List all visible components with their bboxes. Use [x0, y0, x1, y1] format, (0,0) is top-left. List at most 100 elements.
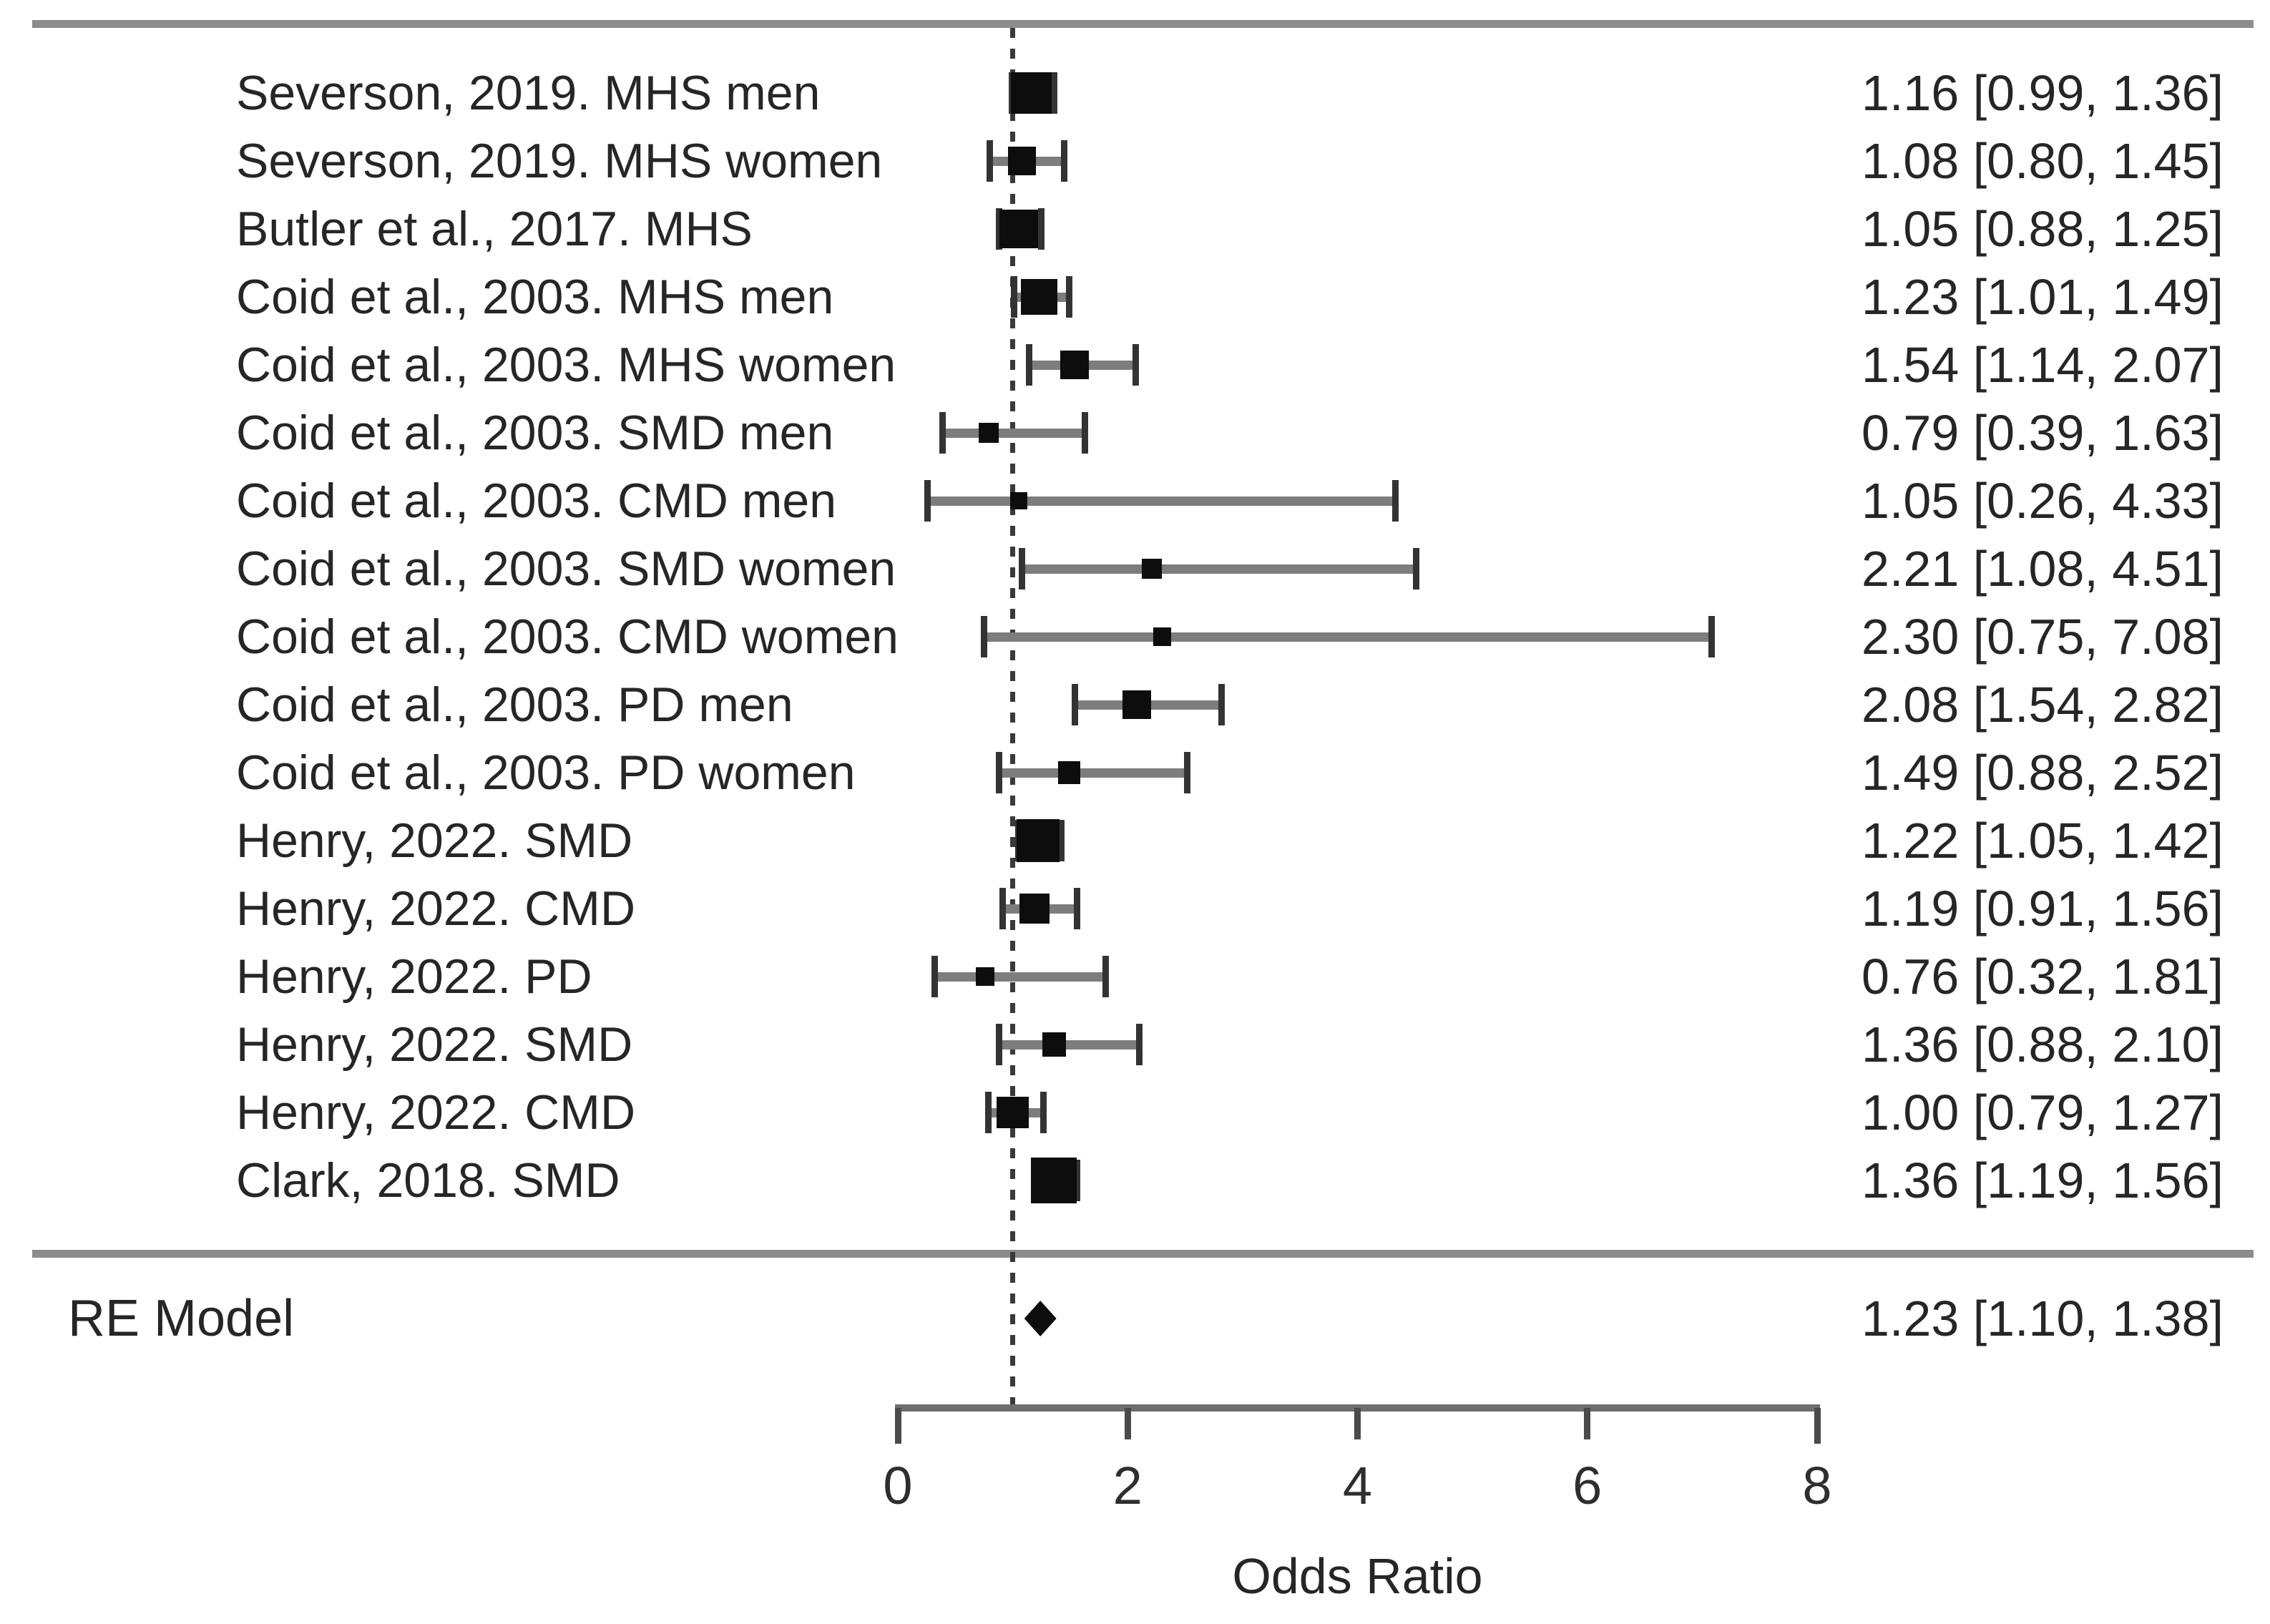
x-axis-title: Odds Ratio [1232, 1548, 1483, 1604]
x-axis-tick [1584, 1408, 1591, 1439]
ci-upper-cap [1057, 820, 1065, 861]
ci-lower-cap [999, 888, 1006, 929]
study-label: Clark, 2018. SMD [236, 1153, 620, 1208]
ci-upper-cap [1074, 1160, 1081, 1201]
x-axis-tick-label: 8 [1802, 1456, 1832, 1515]
study-label: Severson, 2019. MHS women [236, 134, 883, 188]
study-label: Coid et al., 2003. PD women [236, 745, 856, 800]
ci-lower-cap [1010, 276, 1017, 318]
estimate-value: 1.54 [1.14, 2.07] [1862, 337, 2223, 393]
estimate-value: 1.49 [0.88, 2.52] [1862, 745, 2223, 801]
point-estimate-marker [1010, 72, 1052, 114]
ci-upper-cap [1082, 412, 1089, 454]
estimate-value: 1.36 [0.88, 2.10] [1862, 1017, 2223, 1072]
study-label: Coid et al., 2003. SMD men [236, 406, 834, 460]
point-estimate-marker [1057, 761, 1080, 784]
ci-lower-cap [995, 208, 1002, 250]
estimate-value: 0.79 [0.39, 1.63] [1862, 405, 2223, 461]
ci-upper-cap [1708, 616, 1715, 657]
x-axis-tick [1814, 1408, 1821, 1444]
ci-lower-cap [939, 412, 946, 454]
confidence-interval-line [927, 496, 1396, 506]
point-estimate-marker [1017, 819, 1060, 862]
ci-lower-cap [931, 956, 938, 997]
ci-upper-cap [1074, 888, 1081, 929]
ci-lower-cap [924, 480, 931, 522]
ci-upper-cap [1061, 140, 1068, 182]
study-label: Coid et al., 2003. CMD women [236, 610, 899, 664]
x-axis-tick-label: 6 [1572, 1456, 1603, 1515]
estimate-value: 2.21 [1.08, 4.51] [1862, 541, 2223, 597]
study-label: Severson, 2019. MHS men [236, 66, 821, 120]
study-label: Henry, 2022. CMD [236, 881, 636, 936]
estimate-value: 1.23 [1.01, 1.49] [1862, 269, 2223, 325]
point-estimate-marker [975, 967, 995, 987]
ci-lower-cap [985, 1092, 992, 1133]
ci-lower-cap [995, 1024, 1002, 1065]
x-axis-tick-label: 4 [1342, 1456, 1373, 1515]
x-axis-tick-label: 0 [883, 1456, 913, 1515]
point-estimate-marker [1019, 894, 1050, 924]
point-estimate-marker [1031, 1158, 1077, 1203]
ci-upper-cap [1412, 548, 1419, 590]
study-label: Butler et al., 2017. MHS [236, 202, 753, 256]
ci-upper-cap [1132, 344, 1139, 386]
point-estimate-marker [1141, 558, 1163, 579]
reference-line [1010, 28, 1016, 1404]
study-label: Henry, 2022. PD [236, 949, 592, 1004]
estimate-value: 1.19 [0.91, 1.56] [1862, 881, 2223, 936]
estimate-value: 1.08 [0.80, 1.45] [1862, 133, 2223, 189]
confidence-interval-line [934, 972, 1106, 982]
ci-lower-cap [1071, 684, 1078, 725]
ci-lower-cap [987, 140, 993, 182]
x-axis-tick [894, 1408, 901, 1444]
ci-upper-cap [1065, 276, 1072, 318]
confidence-interval-line [942, 428, 1085, 438]
study-label: Henry, 2022. CMD [236, 1085, 636, 1140]
summary-label: RE Model [68, 1290, 295, 1347]
study-label: Coid et al., 2003. CMD men [236, 474, 837, 528]
estimate-value: 2.08 [1.54, 2.82] [1862, 677, 2223, 733]
x-axis-tick [1124, 1408, 1131, 1439]
point-estimate-marker [999, 210, 1038, 248]
point-estimate-marker [1122, 690, 1151, 719]
x-axis-tick [1354, 1408, 1361, 1439]
estimate-value: 1.05 [0.26, 4.33] [1862, 473, 2223, 529]
ci-upper-cap [1392, 480, 1399, 522]
summary-estimate-value: 1.23 [1.10, 1.38] [1862, 1291, 2223, 1346]
estimate-value: 0.76 [0.32, 1.81] [1862, 949, 2223, 1004]
separator-rule [32, 1250, 2254, 1258]
estimate-value: 1.00 [0.79, 1.27] [1862, 1085, 2223, 1140]
ci-upper-cap [1135, 1024, 1143, 1065]
point-estimate-marker [978, 422, 999, 444]
top-rule [32, 20, 2254, 28]
point-estimate-marker [1009, 492, 1027, 509]
confidence-interval-line [999, 768, 1188, 778]
ci-upper-cap [1040, 1092, 1047, 1133]
study-label: Henry, 2022. SMD [236, 813, 633, 868]
estimate-value: 2.30 [0.75, 7.08] [1862, 609, 2223, 665]
ci-upper-cap [1218, 684, 1225, 725]
point-estimate-marker [1153, 627, 1171, 646]
ci-upper-cap [1184, 752, 1191, 793]
study-label: Coid et al., 2003. SMD women [236, 542, 896, 596]
point-estimate-marker [1007, 147, 1037, 175]
estimate-value: 1.05 [0.88, 1.25] [1862, 201, 2223, 257]
estimate-value: 1.22 [1.05, 1.42] [1862, 813, 2223, 869]
study-label: Coid et al., 2003. MHS men [236, 270, 834, 324]
ci-lower-cap [1025, 344, 1032, 386]
point-estimate-marker [997, 1096, 1029, 1129]
ci-upper-cap [1102, 956, 1110, 997]
confidence-interval-line [999, 1040, 1140, 1050]
ci-upper-cap [1038, 208, 1045, 250]
study-label: Henry, 2022. SMD [236, 1017, 633, 1072]
point-estimate-marker [1042, 1032, 1067, 1057]
ci-lower-cap [995, 752, 1002, 793]
estimate-value: 1.16 [0.99, 1.36] [1862, 65, 2223, 121]
point-estimate-marker [1060, 351, 1090, 379]
estimate-value: 1.36 [1.19, 1.56] [1862, 1153, 2223, 1208]
ci-lower-cap [1018, 548, 1025, 590]
confidence-interval-line [1022, 564, 1417, 574]
study-label: Coid et al., 2003. MHS women [236, 338, 896, 392]
